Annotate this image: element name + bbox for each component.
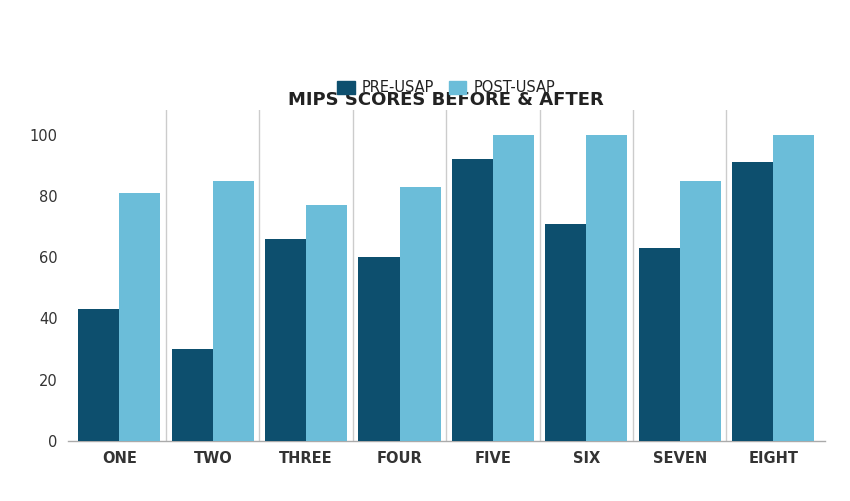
Bar bbox=[119, 193, 161, 441]
Title: MIPS SCORES BEFORE & AFTER: MIPS SCORES BEFORE & AFTER bbox=[288, 91, 604, 109]
Bar bbox=[172, 349, 212, 441]
Bar bbox=[452, 159, 493, 441]
Bar bbox=[400, 187, 440, 441]
Bar bbox=[638, 248, 680, 441]
Bar bbox=[586, 135, 627, 441]
Bar bbox=[265, 239, 306, 441]
Bar bbox=[774, 135, 814, 441]
Bar bbox=[680, 181, 721, 441]
Legend: PRE-USAP, POST-USAP: PRE-USAP, POST-USAP bbox=[332, 75, 561, 101]
Bar bbox=[306, 205, 348, 441]
Bar bbox=[493, 135, 534, 441]
Bar bbox=[732, 162, 774, 441]
Bar bbox=[212, 181, 254, 441]
Bar bbox=[545, 223, 586, 441]
Bar bbox=[359, 257, 400, 441]
Bar bbox=[78, 309, 119, 441]
